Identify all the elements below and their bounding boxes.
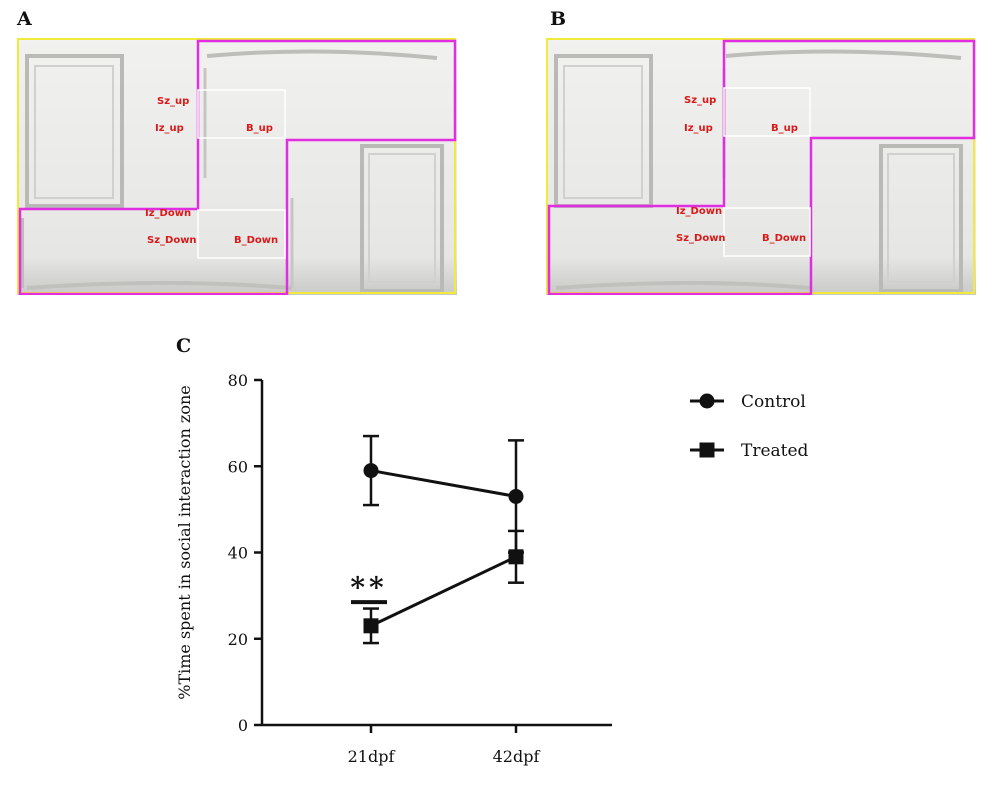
data-point-treated [508, 549, 524, 565]
y-tick-label: 20 [228, 630, 248, 649]
chart-legend: Control Treated [690, 392, 809, 461]
right-compartment [360, 144, 444, 293]
chart-axes: 0 20 40 60 80 21dpf 42dpf %Time spent in social… [175, 371, 612, 766]
significance-stars: ** [350, 571, 387, 604]
series-line-treated [370, 555, 517, 628]
y-axis-label: %Time spent in social interaction zone [175, 385, 194, 700]
zone-label-iz-up: Iz_up [684, 123, 713, 134]
zone-label-sz-down: Sz_Down [147, 235, 197, 246]
zone-label-b-down: B_Down [762, 233, 806, 244]
panel-c-letter: C [176, 335, 192, 357]
zone-label-iz-up: Iz_up [155, 123, 184, 134]
zone-label-sz-up: Sz_up [157, 96, 189, 107]
panel-b-letter: B [550, 8, 567, 30]
legend-label-treated: Treated [741, 441, 809, 461]
series-line-control [370, 469, 517, 498]
y-tick-label: 80 [228, 371, 248, 390]
y-tick-label: 40 [228, 544, 248, 563]
legend-label-control: Control [741, 392, 806, 412]
legend-marker-control [699, 393, 715, 409]
panel-a-letter: A [17, 8, 32, 30]
photo-background [17, 38, 457, 295]
zone-label-b-down: B_Down [234, 235, 278, 246]
chart-series: ** [350, 434, 524, 645]
data-point-control [363, 463, 379, 479]
x-tick-label: 42dpf [493, 747, 541, 766]
zone-label-sz-down: Sz_Down [676, 233, 726, 244]
photo-background [546, 38, 976, 295]
zone-label-iz-down: Iz_Down [145, 208, 191, 219]
data-point-treated [363, 618, 379, 634]
zone-label-b-up: B_up [246, 123, 273, 134]
right-compartment [879, 144, 963, 293]
zone-outline [547, 39, 976, 295]
zone-label-b-up: B_up [771, 123, 798, 134]
y-tick-label: 0 [238, 716, 248, 735]
data-point-control [508, 488, 524, 504]
legend-marker-treated [699, 442, 715, 458]
tank-photo-b: Sz_up Iz_up B_up Iz_Down Sz_Down B_Down [546, 38, 976, 295]
tank-photo-a: Sz_up Iz_up B_up Iz_Down Sz_Down B_Down [17, 38, 457, 295]
zone-outline [18, 39, 457, 295]
y-tick-label: 60 [228, 457, 248, 476]
zone-label-sz-up: Sz_up [684, 95, 716, 106]
zone-label-iz-down: Iz_Down [676, 206, 722, 217]
left-compartment [25, 54, 124, 208]
x-tick-label: 21dpf [348, 747, 396, 766]
